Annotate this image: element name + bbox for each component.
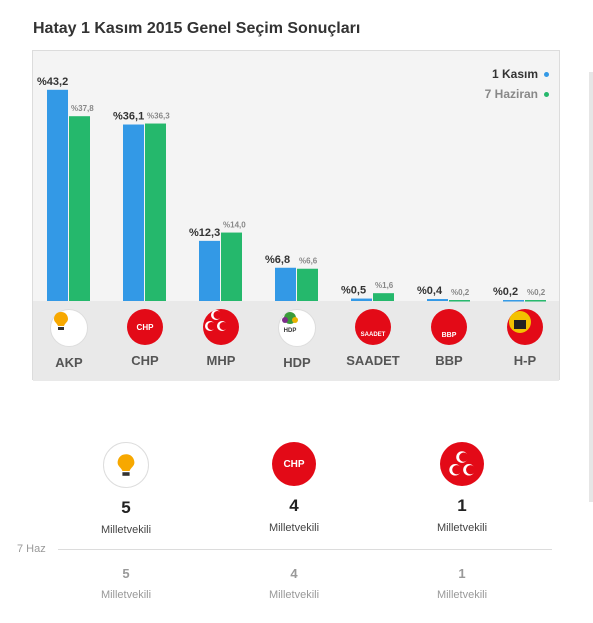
party-saadet[interactable]: SAADET SAADET	[343, 305, 403, 368]
party-name: BBP	[435, 353, 463, 368]
prev-seat-akp: 5 Milletvekili	[66, 566, 186, 601]
value-label-previous: %37,8	[71, 104, 94, 113]
value-label-current: %0,4	[417, 285, 443, 297]
bar-1-kasim[interactable]	[199, 240, 220, 301]
bbp-logo-text: BBP	[441, 331, 457, 339]
hp-emblem-icon	[507, 309, 543, 345]
bar-1-kasim[interactable]	[47, 89, 68, 301]
value-label-previous: %0,2	[527, 288, 546, 297]
right-divider	[589, 72, 593, 502]
prev-seat-count: 5	[122, 566, 130, 581]
bar-7-haziran[interactable]	[525, 300, 546, 302]
value-label-previous: %1,6	[375, 281, 394, 290]
previous-divider	[58, 549, 552, 550]
seat-akp[interactable]: 5 Milletvekili	[66, 442, 186, 536]
bar-1-kasim[interactable]	[275, 267, 296, 301]
seat-count: 5	[121, 498, 131, 517]
party-name: HDP	[283, 355, 311, 370]
bar-1-kasim[interactable]	[503, 300, 524, 302]
bbp-crescent-icon: BBP	[431, 309, 467, 345]
bar-7-haziran[interactable]	[297, 268, 318, 301]
value-label-current: %6,8	[265, 254, 290, 266]
legend-current[interactable]: 1 Kasım	[492, 67, 549, 81]
value-label-current: %36,1	[113, 111, 144, 123]
value-label-current: %43,2	[37, 76, 68, 88]
prev-seat-count: 1	[458, 566, 466, 581]
chp-logo-text: CHP	[283, 458, 305, 470]
akp-lightbulb-icon	[50, 309, 88, 347]
prev-seat-chp: 4 Milletvekili	[234, 566, 354, 601]
seat-chp[interactable]: CHP 4 Milletvekili	[234, 442, 354, 534]
page-title: Hatay 1 Kasım 2015 Genel Seçim Sonuçları	[33, 20, 361, 37]
party-name: H-P	[513, 353, 537, 368]
prev-seat-label: Milletvekili	[100, 589, 152, 601]
legend-current-dot	[544, 72, 549, 78]
bar-7-haziran[interactable]	[69, 116, 90, 301]
chp-six-arrows-icon: CHP	[127, 309, 163, 345]
seat-label: Milletvekili	[268, 522, 320, 534]
previous-election-label: 7 Haz	[17, 543, 46, 555]
bar-7-haziran[interactable]	[449, 300, 470, 302]
saadet-logo-text: SAADET	[360, 332, 386, 338]
bar-1-kasim[interactable]	[123, 124, 144, 301]
value-label-previous: %6,6	[299, 257, 318, 266]
party-name: AKP	[55, 355, 83, 370]
chart-panel: %43,2 %37,8 %36,1 %36,3 %12,3 %14,0 %6,8 %6,6 %0…	[32, 50, 560, 381]
value-label-previous: %0,2	[451, 288, 470, 297]
prev-seat-count: 4	[290, 566, 298, 581]
legend-previous-dot	[544, 92, 549, 98]
party-chp[interactable]: CHP CHP	[115, 305, 175, 368]
bar-7-haziran[interactable]	[221, 232, 242, 301]
legend-previous[interactable]: 7 Haziran	[485, 87, 549, 101]
value-label-current: %0,5	[341, 285, 366, 297]
prev-seat-label: Milletvekili	[436, 589, 488, 601]
chp-six-arrows-icon: CHP	[272, 442, 316, 486]
chp-logo-text: CHP	[136, 322, 154, 332]
legend-previous-label: 7 Haziran	[484, 87, 538, 101]
party-akp[interactable]: AKP	[39, 305, 99, 370]
bar-1-kasim[interactable]	[427, 299, 448, 301]
saadet-crescent-star-icon: SAADET	[355, 309, 391, 345]
bar-chart: %43,2 %37,8 %36,1 %36,3 %12,3%14,0 %6,8 %6,6 %0…	[37, 76, 546, 302]
akp-lightbulb-icon	[103, 442, 149, 488]
party-mhp[interactable]: MHP	[191, 305, 251, 368]
party-hp[interactable]: H-P	[495, 305, 555, 368]
party-name: SAADET	[346, 353, 400, 368]
bar-7-haziran[interactable]	[145, 123, 166, 302]
hdp-tree-icon: HDP	[278, 309, 316, 347]
seat-mhp[interactable]: 1 Milletvekili	[402, 442, 522, 534]
value-label-previous: %14,0	[223, 221, 246, 230]
mhp-three-crescents-icon	[440, 442, 484, 486]
bar-1-kasim[interactable]	[351, 298, 372, 301]
seat-label: Milletvekili	[436, 522, 488, 534]
prev-seat-mhp: 1 Milletvekili	[402, 566, 522, 601]
mhp-three-crescents-icon	[203, 309, 239, 345]
prev-seat-label: Milletvekili	[268, 589, 320, 601]
seat-count: 1	[457, 496, 467, 515]
party-name: MHP	[206, 353, 236, 368]
value-label-current: %12,3	[189, 227, 220, 239]
value-label-current: %0,2	[493, 286, 518, 298]
bar-7-haziran[interactable]	[373, 293, 394, 301]
value-label-previous: %36,3	[147, 112, 170, 121]
hdp-logo-text: HDP	[284, 328, 297, 334]
legend-current-label: 1 Kasım	[491, 67, 538, 81]
party-name: CHP	[131, 353, 159, 368]
seat-label: Milletvekili	[100, 524, 152, 536]
party-bbp[interactable]: BBP BBP	[419, 305, 479, 368]
party-hdp[interactable]: HDP HDP	[267, 305, 327, 370]
seat-count: 4	[289, 496, 299, 515]
